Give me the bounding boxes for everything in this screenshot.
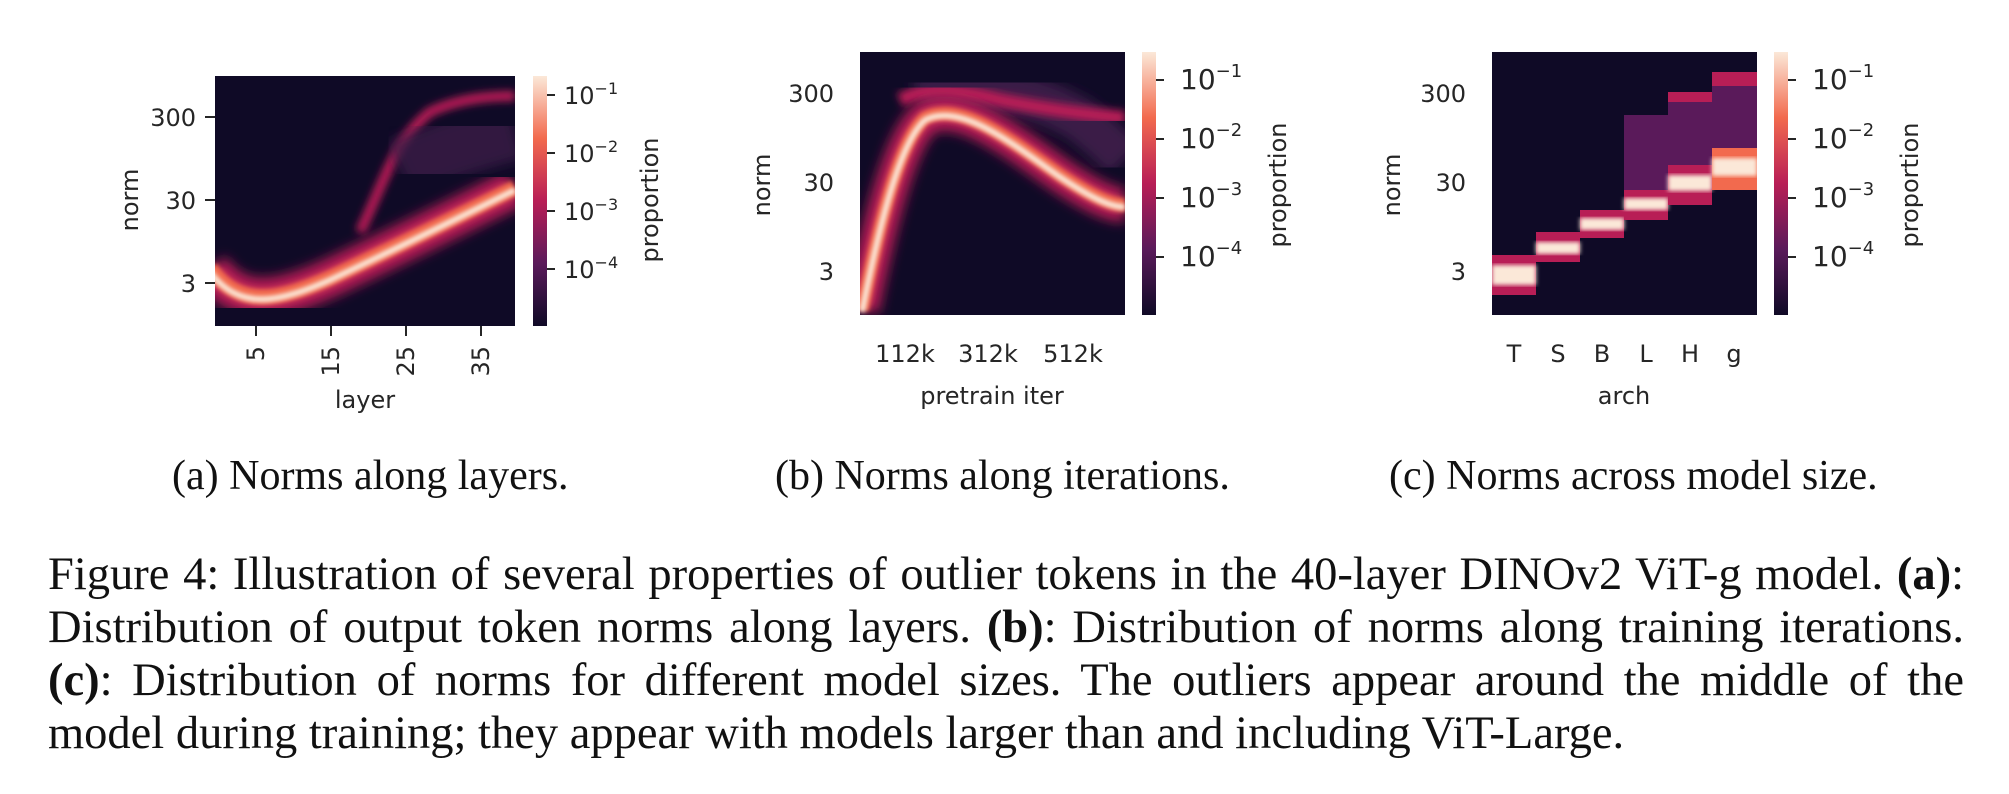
- chart-b: 300 30 3 norm 112k 312k 512k pretrain it…: [748, 52, 1292, 410]
- x-tick-label: 5: [242, 346, 270, 361]
- x-tick-label: 312k: [958, 340, 1018, 368]
- colorbar-a-gradient: [533, 76, 547, 326]
- y-axis-label: norm: [116, 169, 144, 232]
- x-axis-b: 112k 312k 512k pretrain iter: [875, 340, 1103, 410]
- heatmap-c-column-g-top: [1712, 72, 1757, 86]
- chart-a: 300 30 3 norm 5 15 25 35 layer 10−1 10−2: [116, 76, 664, 414]
- heatmap-c-column-l-diffuse: [1624, 115, 1668, 195]
- heatmap-a-cells: [215, 91, 515, 316]
- colorbar-tick-label: 10−1: [564, 79, 618, 110]
- heatmap-a-main-band-core: [215, 187, 515, 303]
- heatmap-b-upper-band: [896, 83, 1125, 125]
- x-axis-label: pretrain iter: [920, 382, 1064, 410]
- y-tick-label: 300: [150, 104, 196, 132]
- colorbar-label: proportion: [1264, 122, 1292, 247]
- y-axis-b: 300 30 3 norm: [748, 80, 834, 286]
- heatmap-c-column-h-top: [1668, 92, 1712, 102]
- colorbar-tick-label: 10−2: [1812, 120, 1874, 155]
- x-tick-label: S: [1550, 340, 1565, 368]
- heatmap-b-cells: [860, 67, 1125, 314]
- colorbar-tick-label: 10−1: [1180, 61, 1242, 96]
- subcaption-a: (a) Norms along layers.: [172, 453, 569, 499]
- colorbar-tick-label: 10−4: [564, 253, 618, 284]
- colorbar-tick-label: 10−2: [1180, 120, 1242, 155]
- y-axis-label: norm: [1378, 154, 1406, 217]
- heatmap-c-cells: [1492, 72, 1757, 295]
- x-tick-label: B: [1594, 340, 1610, 368]
- caption-a-label: (a): [1896, 549, 1952, 600]
- heatmap-a-upper-diffuse: [386, 101, 515, 197]
- x-tick-label: L: [1639, 340, 1653, 368]
- caption-c-text: : Distribution of norms for different mo…: [48, 655, 1964, 759]
- x-tick-label: 25: [392, 346, 420, 377]
- heatmap-c-column-t-core: [1492, 265, 1536, 285]
- x-tick-label: T: [1506, 340, 1522, 368]
- figure-caption: Figure 4: Illustration of several proper…: [48, 548, 1964, 760]
- x-tick-label: H: [1681, 340, 1699, 368]
- colorbar-tick-label: 10−3: [1812, 179, 1874, 214]
- y-tick-label: 3: [819, 258, 834, 286]
- heatmap-c-column-b-core: [1580, 218, 1624, 230]
- colorbar-c-gradient: [1774, 52, 1788, 315]
- caption-b-label: (b): [986, 602, 1044, 653]
- caption-a-text: : Distribution of output token norms alo…: [48, 549, 1964, 653]
- heatmap-c-column-g-core: [1712, 158, 1757, 176]
- y-tick-label: 3: [1451, 258, 1466, 286]
- x-axis-label: arch: [1598, 382, 1650, 410]
- caption-c-label: (c): [48, 655, 100, 706]
- y-tick-label: 30: [1435, 169, 1466, 197]
- colorbar-tick-label: 10−3: [564, 195, 618, 226]
- subcaption-c: (c) Norms across model size.: [1389, 453, 1878, 499]
- x-axis-a: 5 15 25 35 layer: [242, 326, 495, 414]
- subcaption-b: (b) Norms along iterations.: [775, 453, 1230, 499]
- y-tick-label: 300: [788, 80, 834, 108]
- y-tick-label: 30: [803, 169, 834, 197]
- heatmap-b-main-band-core: [860, 112, 1125, 313]
- colorbar-a: 10−1 10−2 10−3 10−4 proportion: [533, 76, 664, 326]
- colorbar-tick-label: 10−1: [1812, 61, 1874, 96]
- colorbar-tick-label: 10−4: [1180, 238, 1242, 273]
- y-axis-label: norm: [748, 154, 776, 217]
- y-tick-label: 300: [1420, 80, 1466, 108]
- x-tick-label: g: [1726, 340, 1741, 368]
- y-axis-c: 300 30 3 norm: [1378, 80, 1466, 286]
- x-tick-label: 512k: [1043, 340, 1103, 368]
- x-tick-label: 35: [467, 346, 495, 377]
- x-axis-label: layer: [335, 386, 395, 414]
- heatmap-c-column-h-core: [1668, 175, 1712, 191]
- caption-b-text: : Distribution of norms along training i…: [1043, 602, 1965, 653]
- heatmap-c-column-s-core: [1536, 242, 1580, 254]
- colorbar-tick-label: 10−3: [1180, 179, 1242, 214]
- x-axis-c: T S B L H g arch: [1506, 340, 1742, 410]
- y-axis-a: 300 30 3 norm: [116, 104, 215, 298]
- colorbar-tick-label: 10−4: [1812, 238, 1874, 273]
- heatmap-c-column-l-core: [1624, 198, 1668, 210]
- colorbar-tick-label: 10−2: [564, 137, 618, 168]
- colorbar-c: 10−1 10−2 10−3 10−4 proportion: [1774, 52, 1924, 315]
- y-tick-label: 3: [181, 270, 196, 298]
- colorbar-label: proportion: [1896, 122, 1924, 247]
- caption-lead: Figure 4: Illustration of several proper…: [48, 549, 1884, 600]
- colorbar-b: 10−1 10−2 10−3 10−4 proportion: [1142, 52, 1292, 315]
- colorbar-label: proportion: [636, 137, 664, 262]
- x-tick-label: 112k: [875, 340, 935, 368]
- heatmap-c-column-h-diffuse: [1668, 92, 1712, 172]
- colorbar-b-gradient: [1142, 52, 1156, 315]
- heatmap-a-upper-band: [355, 91, 515, 235]
- chart-c: 300 30 3 norm T S B L H g arch 10−1 10−2…: [1378, 52, 1924, 410]
- x-tick-label: 15: [317, 346, 345, 377]
- y-tick-label: 30: [165, 187, 196, 215]
